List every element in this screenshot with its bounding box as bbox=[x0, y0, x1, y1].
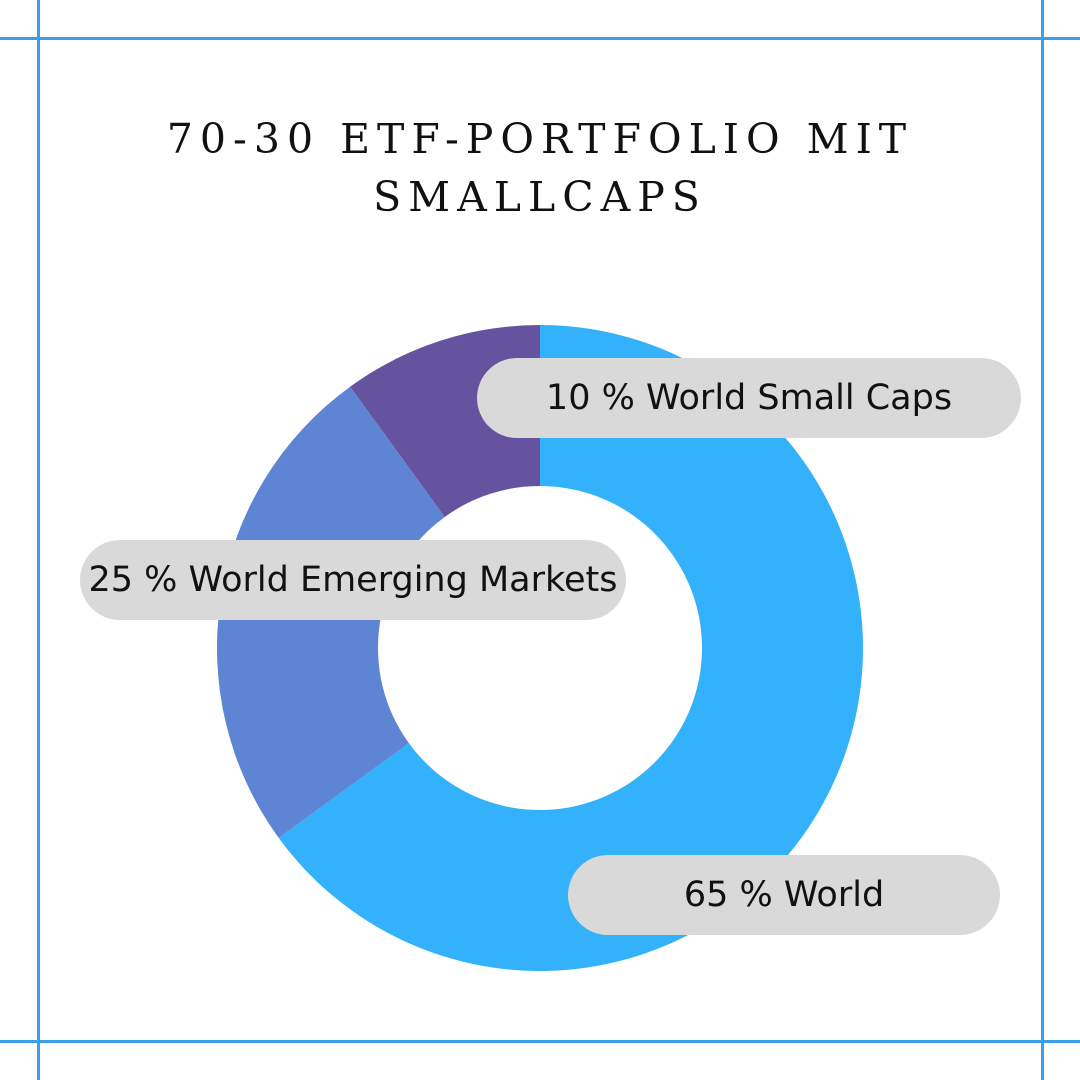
frame-line-top bbox=[0, 37, 1080, 40]
slice-label-small-caps: 10 % World Small Caps bbox=[477, 358, 1021, 438]
slice-label-emerging-markets: 25 % World Emerging Markets bbox=[80, 540, 626, 620]
chart-title: 70-30 ETF-PORTFOLIO MIT SMALLCAPS bbox=[100, 110, 980, 226]
slice-label-world: 65 % World bbox=[568, 855, 1000, 935]
frame-line-left bbox=[37, 0, 40, 1080]
chart-title-line-1: 70-30 ETF-PORTFOLIO MIT bbox=[166, 115, 914, 163]
slice-world bbox=[278, 325, 864, 972]
chart-title-line-2: SMALLCAPS bbox=[373, 173, 707, 221]
frame-line-bottom bbox=[0, 1040, 1080, 1043]
frame-line-right bbox=[1041, 0, 1044, 1080]
